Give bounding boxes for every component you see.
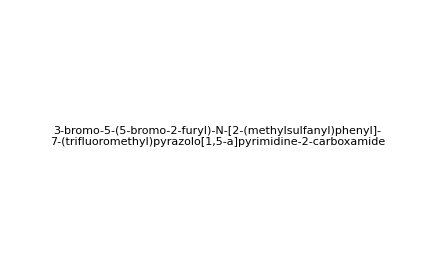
Text: 3-bromo-5-(5-bromo-2-furyl)-N-[2-(methylsulfanyl)phenyl]-
7-(trifluoromethyl)pyr: 3-bromo-5-(5-bromo-2-furyl)-N-[2-(methyl…	[50, 126, 385, 147]
